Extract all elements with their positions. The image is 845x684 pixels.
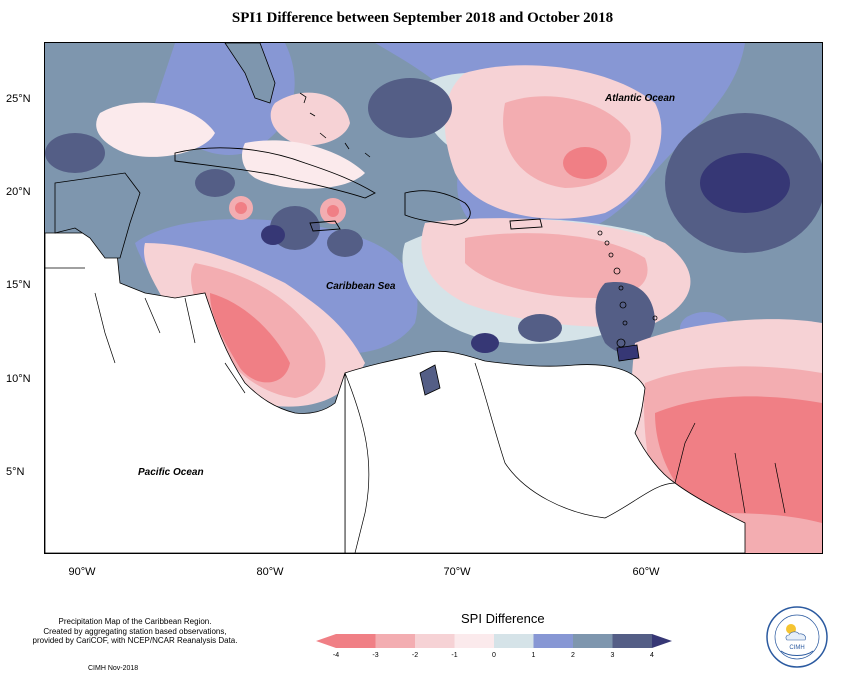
- field-zone: [700, 153, 790, 213]
- field-zone: [327, 205, 339, 217]
- legend-end-right: [652, 634, 672, 648]
- lon-label-70: 70°W: [443, 566, 471, 578]
- map-description: Precipitation Map of the Caribbean Regio…: [20, 617, 250, 646]
- spi-difference-field: [45, 43, 822, 553]
- legend-tick-label: -1: [451, 652, 458, 659]
- legend-swatch: [336, 634, 376, 648]
- field-zone: [655, 396, 822, 523]
- map-panel: [44, 42, 823, 554]
- land-florida: [224, 43, 276, 104]
- credit-text: CIMH Nov-2018: [88, 665, 139, 672]
- legend-swatch: [415, 634, 455, 648]
- field-zone: [327, 229, 363, 257]
- field-zone: [471, 333, 499, 353]
- lat-label-15: 15°N: [6, 279, 31, 291]
- country-borders: [45, 267, 786, 553]
- land-central-america: [45, 232, 346, 553]
- field-zone: [465, 233, 648, 298]
- land-south-america: [344, 350, 746, 553]
- legend-tick-label: -3: [372, 652, 379, 659]
- field-zone: [368, 78, 452, 138]
- info-line: Precipitation Map of the Caribbean Regio…: [58, 617, 212, 626]
- island-hispaniola: [404, 190, 471, 226]
- lat-label-20: 20°N: [6, 186, 31, 198]
- field-zone: [235, 202, 247, 214]
- legend-tick-label: -2: [411, 652, 419, 659]
- field-zone: [563, 147, 607, 179]
- legend-swatch: [375, 634, 415, 648]
- legend-tick-label: 4: [650, 652, 654, 659]
- legend-tick-label: 2: [571, 652, 575, 659]
- lon-label-60: 60°W: [632, 566, 660, 578]
- island-puerto-rico: [509, 218, 543, 230]
- legend-title: SPI Difference: [461, 611, 545, 626]
- lat-label-25: 25°N: [6, 93, 31, 105]
- lon-label-80: 80°W: [256, 566, 284, 578]
- legend-end-left: [316, 634, 336, 648]
- island-cuba: [174, 147, 376, 199]
- lat-label-10: 10°N: [6, 373, 31, 385]
- map-title: SPI1 Difference between September 2018 a…: [231, 10, 614, 26]
- field-zone: [45, 133, 105, 173]
- cimh-logo-text: CIMH: [789, 645, 804, 651]
- legend-swatch: [573, 634, 613, 648]
- field-zone: [210, 293, 290, 383]
- legend-tick-label: 3: [610, 652, 615, 659]
- legend-swatch: [494, 634, 534, 648]
- info-line: Created by aggregating station based obs…: [43, 626, 227, 636]
- lon-label-90: 90°W: [68, 566, 96, 578]
- atlantic-ocean-label: Atlantic Ocean: [605, 93, 676, 104]
- lat-label-5: 5°N: [6, 466, 25, 478]
- field-zone: [270, 92, 350, 146]
- caribbean-sea-label: Caribbean Sea: [326, 281, 396, 292]
- field-zone: [261, 225, 285, 245]
- info-line: provided by CariCOF, with NCEP/NCAR Rean…: [32, 636, 238, 645]
- island-jamaica: [309, 220, 341, 232]
- field-zone: [518, 314, 562, 342]
- field-zone: [195, 169, 235, 197]
- cimh-logo-icon: CIMH: [766, 606, 828, 668]
- islands-lesser-antilles: [597, 230, 658, 348]
- lake-maracaibo: [419, 364, 441, 396]
- legend-tick-label: 0: [492, 652, 496, 659]
- land-yucatan: [54, 172, 141, 259]
- legend-tick-label: -4: [332, 652, 340, 659]
- legend-swatch: [612, 634, 652, 648]
- field-zone: [96, 102, 215, 157]
- field-zone: [242, 140, 365, 189]
- legend-swatch: [533, 634, 573, 648]
- legend-colorbar: [316, 634, 672, 648]
- island-trinidad: [616, 344, 640, 362]
- islands-bahamas: [299, 92, 371, 158]
- field-zone: [595, 282, 655, 354]
- pacific-ocean-label: Pacific Ocean: [138, 467, 204, 478]
- legend-tick-label: 1: [531, 652, 536, 659]
- legend-swatch: [454, 634, 494, 648]
